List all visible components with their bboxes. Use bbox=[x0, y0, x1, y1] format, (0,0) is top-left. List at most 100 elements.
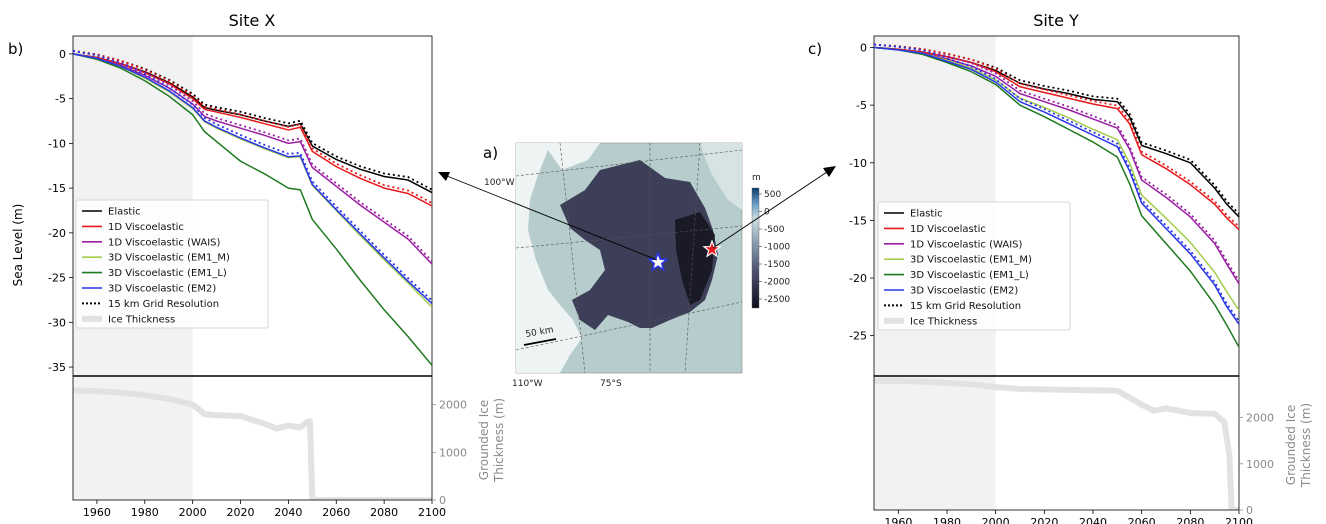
series-line-5 bbox=[873, 46, 1240, 325]
y-tick-label: -5 bbox=[55, 93, 66, 106]
legend-label: 3D Viscoelastic (EM1_L) bbox=[108, 268, 227, 279]
legend-label: 3D Viscoelastic (EM1_M) bbox=[910, 255, 1032, 266]
legend-label: 1D Viscoelastic (WAIS) bbox=[108, 237, 220, 248]
map-bay bbox=[560, 160, 718, 330]
map-lon-label-2: 110°W bbox=[512, 379, 543, 389]
ice-axis-label-line2: Thickness (m) bbox=[1299, 403, 1313, 488]
legend-label: Ice Thickness bbox=[910, 316, 977, 327]
ice-thickness-line bbox=[73, 387, 432, 500]
legend-label: 15 km Grid Resolution bbox=[910, 301, 1021, 312]
ice-y-tick-label: 2000 bbox=[1246, 412, 1274, 425]
star-site-x-icon bbox=[646, 250, 670, 272]
colorbar-unit: m bbox=[752, 173, 761, 183]
ice-y-tick-label: 0 bbox=[1246, 504, 1253, 517]
star-site-y-icon bbox=[702, 239, 722, 258]
legend-label: 15 km Grid Resolution bbox=[108, 299, 219, 310]
colorbar bbox=[751, 187, 760, 309]
arrowhead-site-x-icon bbox=[438, 172, 450, 181]
legend-label: 1D Viscoelastic bbox=[910, 224, 986, 235]
x-tick-label: 2080 bbox=[1176, 516, 1204, 524]
legend-label: 3D Viscoelastic (EM1_L) bbox=[910, 270, 1029, 281]
panel-c-label: c) bbox=[808, 40, 822, 58]
y-tick-label: 0 bbox=[860, 42, 867, 55]
ice-thickness-line bbox=[874, 377, 1239, 510]
panel-c-title: Site Y bbox=[1033, 11, 1079, 30]
ice-axis-label-line1: Grounded Ice bbox=[1284, 405, 1298, 485]
y-tick-label: -20 bbox=[849, 272, 867, 285]
x-tick-label: 2100 bbox=[418, 506, 446, 519]
map-land-right bbox=[700, 143, 742, 210]
chart-site-x: 1960 1980 2000 2020 2040 2060 2080 21000-5-10-1… bbox=[48, 35, 506, 519]
map-grid-lines bbox=[515, 142, 743, 374]
legend-label: 3D Viscoelastic (EM2) bbox=[108, 284, 216, 295]
x-tick-label: 2020 bbox=[1030, 516, 1058, 524]
x-tick-label: 2060 bbox=[322, 506, 350, 519]
map-scale-bar bbox=[523, 338, 557, 346]
x-tick-label: 2060 bbox=[1128, 516, 1156, 524]
series-line-4 bbox=[72, 53, 433, 366]
legend-box bbox=[877, 201, 1071, 331]
colorbar-tick-label: -1000 bbox=[764, 243, 790, 253]
colorbar-tick-label: 500 bbox=[764, 190, 781, 200]
y-tick-label: -35 bbox=[48, 361, 66, 374]
colorbar-tick-label: -2500 bbox=[764, 295, 790, 305]
ice-y-tick-label: 2000 bbox=[439, 399, 467, 412]
legend-box bbox=[75, 199, 269, 329]
series-line-2 bbox=[72, 53, 433, 265]
series-dotted-1 bbox=[873, 43, 1240, 228]
legend-label: 1D Viscoelastic bbox=[108, 222, 184, 233]
map-lon-label-1: 100°W bbox=[484, 178, 515, 188]
series-line-3 bbox=[873, 46, 1240, 311]
x-tick-label: 2100 bbox=[1225, 516, 1253, 524]
series-dotted-5 bbox=[72, 50, 433, 302]
panel-a-label: a) bbox=[483, 144, 498, 162]
y-axis-label: Sea Level (m) bbox=[11, 204, 25, 287]
y-tick-label: -5 bbox=[856, 99, 867, 112]
legend-label: Elastic bbox=[108, 207, 141, 218]
map-ice-shelf bbox=[516, 143, 600, 373]
y-tick-label: -30 bbox=[48, 316, 66, 329]
x-tick-label: 1960 bbox=[83, 506, 111, 519]
map-panel: 100°W 110°W 75°S 50 km m 5000-500-1000-1… bbox=[484, 142, 790, 389]
ice-y-tick-label: 1000 bbox=[439, 446, 467, 459]
y-tick-label: -25 bbox=[48, 272, 66, 285]
arrowhead-site-y-icon bbox=[823, 166, 836, 177]
series-dotted-2 bbox=[72, 50, 433, 262]
panel-b-label: b) bbox=[8, 40, 23, 58]
y-tick-label: -15 bbox=[48, 182, 66, 195]
x-tick-label: 2020 bbox=[227, 506, 255, 519]
ice-axis-label-line2: Thickness (m) bbox=[492, 398, 506, 483]
x-tick-label: 1980 bbox=[131, 506, 159, 519]
arrow-to-site-y bbox=[712, 171, 828, 249]
x-tick-label: 2080 bbox=[370, 506, 398, 519]
x-tick-label: 2040 bbox=[274, 506, 302, 519]
legend-label: 3D Viscoelastic (EM1_M) bbox=[108, 253, 230, 264]
arrow-to-site-x bbox=[446, 175, 658, 261]
y-tick-label: 0 bbox=[59, 48, 66, 61]
x-tick-label: 2000 bbox=[179, 506, 207, 519]
ice-y-tick-label: 1000 bbox=[1246, 458, 1274, 471]
y-tick-label: -25 bbox=[849, 330, 867, 343]
legend-label: Ice Thickness bbox=[108, 314, 175, 325]
ice-axis-label-line1: Grounded Ice bbox=[477, 400, 491, 480]
legend-label: 1D Viscoelastic (WAIS) bbox=[910, 239, 1022, 250]
panel-b-title: Site X bbox=[229, 11, 276, 30]
map-lat-label: 75°S bbox=[600, 379, 622, 389]
y-tick-label: -20 bbox=[48, 227, 66, 240]
series-line-2 bbox=[873, 46, 1240, 285]
series-dotted-5 bbox=[873, 43, 1240, 322]
series-dotted-0 bbox=[72, 50, 433, 191]
shaded-region-bottom bbox=[874, 376, 996, 510]
chart-site-y: 1960 1980 2000 2020 2040 2060 2080 21000-5-10-1… bbox=[849, 35, 1313, 524]
legend-label: 3D Viscoelastic (EM2) bbox=[910, 286, 1018, 297]
x-tick-label: 2040 bbox=[1079, 516, 1107, 524]
legend-label: Elastic bbox=[910, 209, 943, 220]
y-tick-label: -15 bbox=[849, 214, 867, 227]
colorbar-tick-label: -500 bbox=[764, 225, 785, 235]
map-deep-trough bbox=[675, 212, 715, 305]
colorbar-tick-label: -1500 bbox=[764, 260, 790, 270]
colorbar-tick-label: -2000 bbox=[764, 278, 790, 288]
connector-arrows bbox=[438, 166, 836, 261]
series-line-5 bbox=[72, 53, 433, 305]
